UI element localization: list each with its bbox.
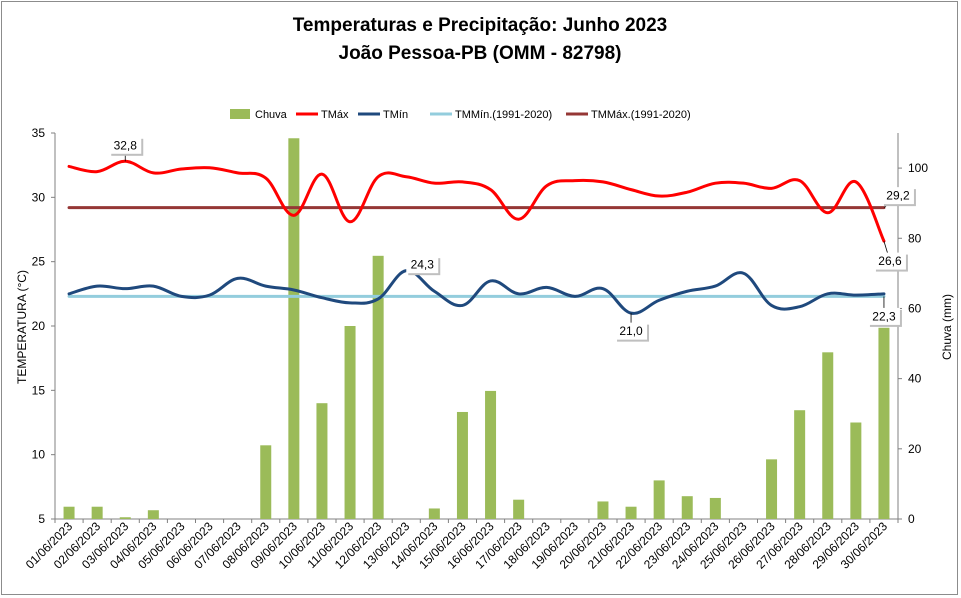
rain-bar: [513, 499, 525, 519]
y2-tick-label: 20: [908, 442, 922, 456]
chart-title: Temperaturas e Precipitação: Junho 2023: [293, 15, 668, 36]
rain-bar: [91, 506, 103, 519]
y-tick-label: 15: [32, 383, 46, 397]
rain-bar: [456, 411, 468, 519]
rain-bar: [147, 510, 159, 519]
rain-bar: [681, 496, 693, 519]
annotation-label: 26,6: [878, 254, 902, 268]
rain-bar: [260, 445, 272, 519]
rain-bar: [878, 327, 890, 519]
rain-bar: [344, 326, 356, 519]
annotation-box: [406, 256, 439, 274]
y-tick-label: 35: [32, 126, 46, 140]
annotation-box: [881, 187, 914, 205]
rain-bar: [822, 352, 834, 519]
temperature-lines: [67, 159, 886, 315]
legend: Chuva TMáx TMín TMMín.(1991-2020) TMMáx.(199…: [230, 109, 691, 121]
annotation-box: [615, 322, 648, 340]
legend-label: TMín: [383, 109, 408, 121]
rain-bars: [63, 138, 890, 519]
rain-bar: [288, 138, 300, 519]
annotation-label: 22,3: [872, 309, 896, 323]
annotation-label: 29,2: [886, 189, 910, 203]
rain-bar: [653, 480, 665, 519]
rain-bar: [316, 403, 328, 519]
legend-label: Chuva: [255, 109, 288, 121]
y-tick-label: 20: [32, 319, 46, 333]
rain-bar: [709, 497, 721, 519]
y2-axis-title: Chuva (mm): [940, 294, 954, 360]
legend-swatch-chuva: [230, 109, 250, 119]
rain-bar: [485, 390, 497, 519]
rain-bar: [794, 410, 806, 519]
rain-bar: [850, 422, 862, 519]
annotations: 32,8 24,3 21,0 29,2 26,6 22,3: [109, 136, 916, 342]
rain-bar: [119, 517, 131, 519]
y-tick-label: 5: [38, 512, 45, 526]
rain-bar: [597, 501, 609, 519]
annotation-label: 24,3: [411, 258, 435, 272]
y-axis-title: TEMPERATURA (°C): [15, 270, 29, 384]
rain-bar: [428, 508, 440, 519]
rain-bar: [372, 255, 384, 519]
legend-label: TMáx: [321, 109, 349, 121]
y2-tick-label: 100: [908, 161, 928, 175]
rain-bar: [625, 506, 637, 519]
y2-tick-label: 60: [908, 301, 922, 315]
y-tick-label: 30: [32, 190, 46, 204]
y-tick-label: 25: [32, 255, 46, 269]
chart-subtitle: João Pessoa-PB (OMM - 82798): [339, 43, 622, 64]
y2-tick-label: 40: [908, 372, 922, 386]
y2-tick-label: 0: [908, 512, 915, 526]
legend-label: TMMín.(1991-2020): [455, 109, 552, 121]
rain-bar: [63, 506, 75, 519]
rain-bar: [766, 459, 778, 519]
y2-tick-label: 80: [908, 231, 922, 245]
annotation-label: 32,8: [114, 138, 138, 152]
annotation-box: [109, 136, 142, 154]
axes: 510152025303502040608010001/06/202302/06…: [23, 126, 929, 572]
annotation-box: [867, 307, 900, 325]
legend-label: TMMáx.(1991-2020): [591, 109, 691, 121]
annotation-label: 21,0: [619, 324, 643, 338]
series-line-tm-n: [67, 269, 886, 315]
y-tick-label: 10: [32, 448, 46, 462]
series-line-tm-x: [67, 159, 886, 243]
annotation-box: [873, 252, 906, 270]
